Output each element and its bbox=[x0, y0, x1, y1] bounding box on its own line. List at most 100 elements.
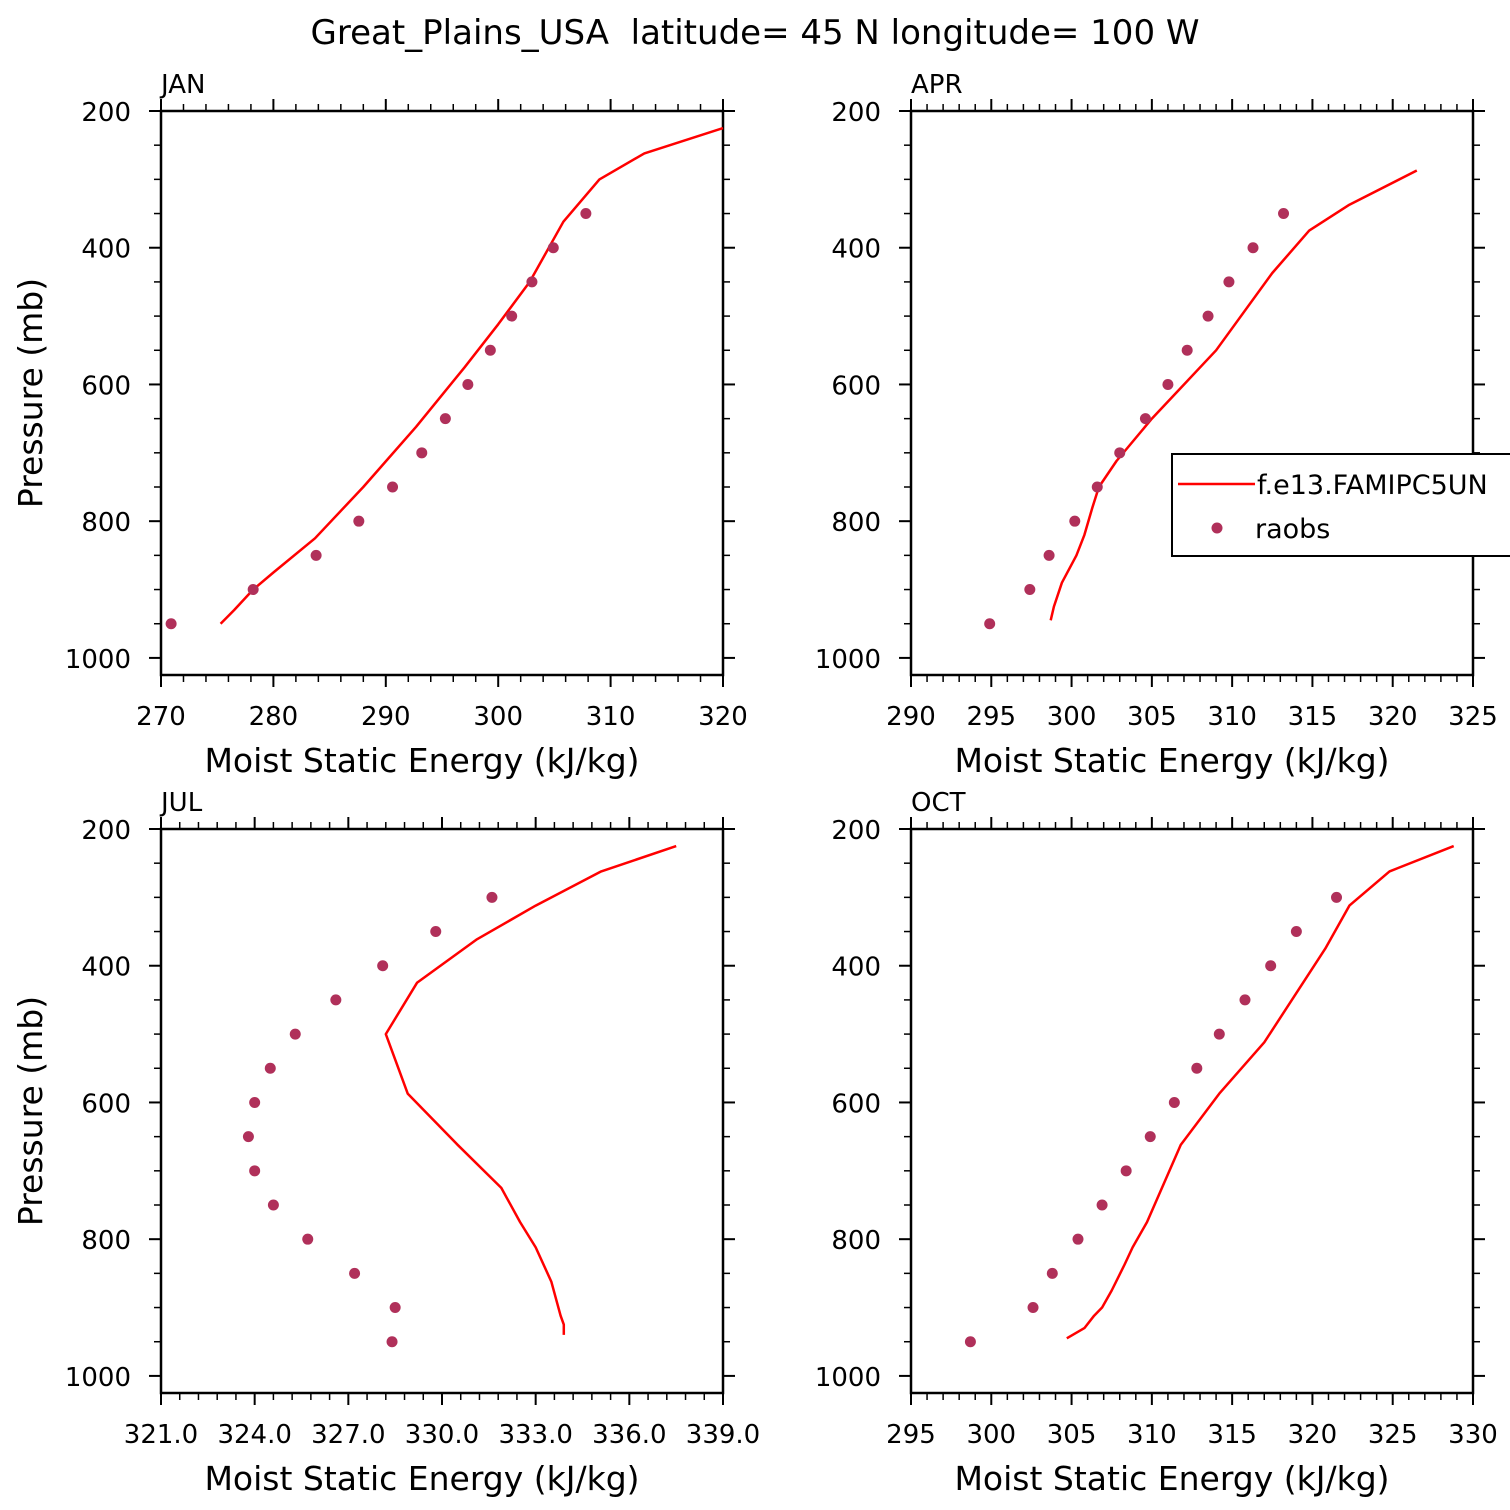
obs-point bbox=[302, 1233, 314, 1245]
y-tick-label: 1000 bbox=[65, 1363, 131, 1393]
x-tick-label: 327.0 bbox=[311, 1420, 385, 1450]
obs-point bbox=[439, 413, 451, 425]
obs-point bbox=[1247, 242, 1259, 254]
obs-point bbox=[462, 378, 474, 390]
panel-apr: APR 290 295 300 305 310 315 320 325 200 400 600 800 1… bbox=[815, 70, 1498, 780]
y-tick-label: 1000 bbox=[815, 1363, 881, 1393]
obs-point bbox=[1331, 891, 1343, 903]
panel-oct: OCT 295 300 305 310 315 320 325 330 200 400 600 800 1… bbox=[815, 788, 1498, 1498]
obs-point bbox=[984, 618, 996, 630]
y-tick-label: 200 bbox=[81, 98, 131, 128]
x-tick-label: 300 bbox=[473, 702, 523, 732]
y-tick-label: 800 bbox=[81, 1226, 131, 1256]
y-tick-label: 200 bbox=[831, 98, 881, 128]
obs-point bbox=[1278, 208, 1290, 220]
obs-point bbox=[1091, 481, 1103, 493]
obs-point bbox=[247, 584, 259, 596]
y-tick-label: 400 bbox=[831, 235, 881, 265]
obs-point bbox=[1046, 1267, 1058, 1279]
x-tick-label: 290 bbox=[361, 702, 411, 732]
obs-point bbox=[1181, 344, 1193, 356]
obs-point bbox=[242, 1131, 254, 1143]
x-tick-label: 315 bbox=[1288, 702, 1338, 732]
x-tick-label: 324.0 bbox=[217, 1420, 291, 1450]
obs-point bbox=[1290, 926, 1302, 938]
obs-point bbox=[353, 515, 365, 527]
y-tick-label: 600 bbox=[831, 1089, 881, 1119]
y-axis-label: Pressure (mb) bbox=[11, 278, 50, 508]
plot-frame bbox=[159, 109, 725, 677]
x-tick-label: 320 bbox=[698, 702, 748, 732]
x-tick-label: 320 bbox=[1368, 702, 1418, 732]
obs-point bbox=[289, 1028, 301, 1040]
obs-point bbox=[1027, 1302, 1039, 1314]
x-tick-label: 310 bbox=[586, 702, 636, 732]
legend-obs-label: raobs bbox=[1255, 514, 1330, 545]
x-tick-label: 280 bbox=[249, 702, 299, 732]
x-axis-label: Moist Static Energy (kJ/kg) bbox=[954, 741, 1389, 780]
obs-point bbox=[1202, 310, 1214, 322]
obs-point bbox=[1043, 549, 1055, 561]
obs-point bbox=[349, 1267, 361, 1279]
obs-point bbox=[1213, 1028, 1225, 1040]
obs-point bbox=[165, 618, 177, 630]
legend-box bbox=[1171, 453, 1510, 557]
y-tick-label: 800 bbox=[831, 1226, 881, 1256]
x-axis-label: Moist Static Energy (kJ/kg) bbox=[204, 741, 639, 780]
x-tick-label: 290 bbox=[886, 702, 936, 732]
obs-point bbox=[486, 891, 498, 903]
obs-point bbox=[1162, 378, 1174, 390]
panel-label-jul: JUL bbox=[159, 788, 203, 818]
panel-label-oct: OCT bbox=[911, 788, 966, 818]
obs-point bbox=[1239, 994, 1251, 1006]
x-tick-label: 330.0 bbox=[405, 1420, 479, 1450]
panel-jul: JUL 321.0 324.0 327.0 330.0 333.0 336.0 339.0 20… bbox=[11, 788, 760, 1498]
x-tick-label: 305 bbox=[1127, 702, 1177, 732]
x-tick-label: 295 bbox=[966, 702, 1016, 732]
obs-point bbox=[1223, 276, 1235, 288]
plot-frame bbox=[909, 827, 1475, 1395]
x-tick-label: 270 bbox=[136, 702, 186, 732]
panel-label-jan: JAN bbox=[159, 70, 205, 100]
obs-point bbox=[1120, 1165, 1132, 1177]
y-tick-label: 400 bbox=[81, 235, 131, 265]
y-tick-label: 800 bbox=[81, 508, 131, 538]
x-tick-label: 325 bbox=[1368, 1420, 1418, 1450]
obs-point bbox=[377, 960, 389, 972]
obs-point bbox=[387, 481, 399, 493]
y-tick-label: 800 bbox=[831, 508, 881, 538]
obs-point bbox=[1024, 584, 1036, 596]
x-tick-label: 321.0 bbox=[124, 1420, 198, 1450]
panel-jan: JAN 270 280 290 300 310 320 200 400 600 800 1000 Moi… bbox=[11, 70, 748, 780]
obs-point bbox=[580, 208, 592, 220]
model-line-apr bbox=[1049, 169, 1418, 621]
obs-point bbox=[506, 310, 518, 322]
model-line-jul bbox=[384, 844, 677, 1335]
obs-point bbox=[330, 994, 342, 1006]
x-axis-label: Moist Static Energy (kJ/kg) bbox=[204, 1459, 639, 1498]
x-tick-label: 333.0 bbox=[498, 1420, 572, 1450]
x-tick-label: 325 bbox=[1448, 702, 1498, 732]
obs-point bbox=[1069, 515, 1081, 527]
x-tick-label: 300 bbox=[966, 1420, 1016, 1450]
obs-point bbox=[264, 1062, 276, 1074]
obs-point bbox=[310, 549, 322, 561]
obs-point bbox=[1072, 1233, 1084, 1245]
obs-point bbox=[484, 344, 496, 356]
y-tick-label: 200 bbox=[81, 816, 131, 846]
x-tick-label: 315 bbox=[1207, 1420, 1257, 1450]
y-tick-label: 600 bbox=[81, 1089, 131, 1119]
figure-title: Great_Plains_USA latitude= 45 N longitud… bbox=[311, 13, 1200, 53]
x-tick-label: 339.0 bbox=[686, 1420, 760, 1450]
obs-point bbox=[386, 1336, 398, 1348]
obs-point bbox=[249, 1096, 261, 1108]
x-tick-label: 305 bbox=[1047, 1420, 1097, 1450]
y-tick-label: 400 bbox=[81, 953, 131, 983]
y-tick-label: 1000 bbox=[815, 645, 881, 675]
y-tick-label: 1000 bbox=[65, 645, 131, 675]
y-tick-label: 200 bbox=[831, 816, 881, 846]
x-axis-label: Moist Static Energy (kJ/kg) bbox=[954, 1459, 1389, 1498]
x-tick-label: 310 bbox=[1207, 702, 1257, 732]
y-axis-label: Pressure (mb) bbox=[11, 996, 50, 1226]
plot-frame bbox=[909, 109, 1475, 677]
